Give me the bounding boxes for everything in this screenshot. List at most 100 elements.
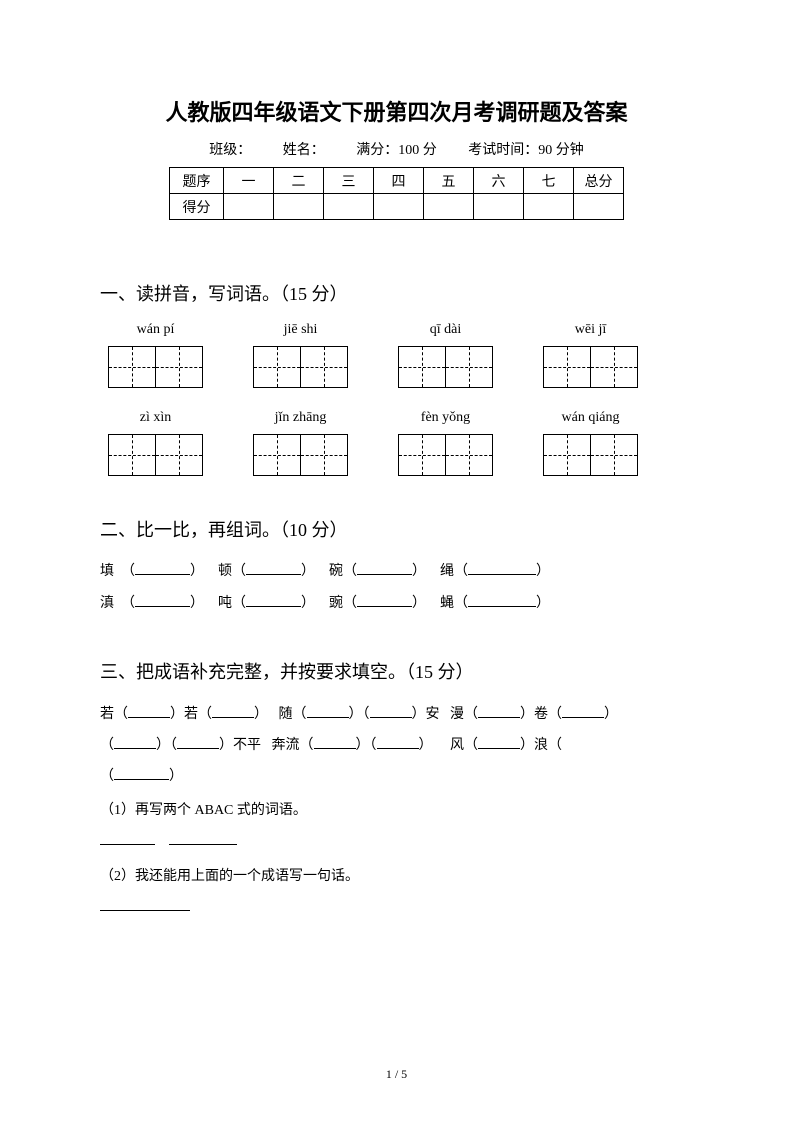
q3-heading: 三、把成语补充完整，并按要求填空。（15 分） — [100, 658, 693, 684]
table-row: 得分 — [170, 194, 624, 220]
cell — [474, 194, 524, 220]
text: ）（ — [356, 738, 377, 753]
text: ）若（ — [170, 707, 212, 722]
text: ）（ — [349, 707, 370, 722]
text: ） — [169, 769, 183, 784]
char-box-pair — [108, 346, 203, 388]
blank — [177, 735, 219, 749]
pinyin-label: zì xìn — [108, 410, 203, 426]
blank — [114, 735, 156, 749]
q2-line: 填 （） 顿（） 碗（） 绳（） — [100, 558, 693, 586]
char: 豌 — [329, 596, 343, 611]
name-label: 姓名： — [283, 143, 325, 158]
char: 顿 — [218, 564, 232, 579]
blank — [562, 704, 604, 718]
text: （ — [100, 738, 114, 753]
text: ）卷（ — [520, 707, 562, 722]
blank — [246, 561, 301, 575]
char: 吨 — [218, 596, 232, 611]
cell: 五 — [424, 168, 474, 194]
cell — [524, 194, 574, 220]
pinyin-label: wēi jī — [543, 322, 638, 338]
q2-line: 滇 （） 吨（） 豌（） 蝇（） — [100, 590, 693, 618]
char: 蝇 — [440, 596, 454, 611]
cell — [574, 194, 624, 220]
blank — [100, 831, 155, 845]
blank — [246, 593, 301, 607]
pinyin-row: wán pí jiē shi qī dài wēi jī — [108, 322, 693, 338]
cell — [274, 194, 324, 220]
blank — [468, 561, 536, 575]
blank — [377, 735, 419, 749]
blank — [100, 897, 190, 911]
char: 绳 — [440, 564, 454, 579]
cell — [324, 194, 374, 220]
char-box-pair — [398, 346, 493, 388]
fullscore-label: 满分：100 分 — [356, 143, 437, 158]
pinyin-label: wán pí — [108, 322, 203, 338]
table-row: 题序 一 二 三 四 五 六 七 总分 — [170, 168, 624, 194]
text: ） — [254, 707, 268, 722]
blank — [478, 735, 520, 749]
blank — [478, 704, 520, 718]
text: ）浪（ — [520, 738, 562, 753]
text: ） — [604, 707, 618, 722]
char-box-pair — [253, 434, 348, 476]
text: ）（ — [156, 738, 177, 753]
q2-heading: 二、比一比，再组词。（10 分） — [100, 516, 693, 542]
text: 随（ — [279, 707, 307, 722]
info-line: 班级： 姓名： 满分：100 分 考试时间：90 分钟 — [100, 139, 693, 159]
time-label: 考试时间：90 分钟 — [468, 143, 584, 158]
blank — [114, 766, 169, 780]
text: 若（ — [100, 707, 128, 722]
cell: 六 — [474, 168, 524, 194]
cell: 七 — [524, 168, 574, 194]
pinyin-row: zì xìn jǐn zhāng fèn yǒng wán qiáng — [108, 410, 693, 426]
char: 滇 — [100, 596, 114, 611]
blank — [307, 704, 349, 718]
cell — [424, 194, 474, 220]
q3-sub2: （2）我还能用上面的一个成语写一句话。 — [100, 862, 693, 893]
char: 填 — [100, 564, 114, 579]
q3-blank-line — [100, 893, 693, 924]
text: ）安 — [412, 707, 440, 722]
q1-heading: 一、读拼音，写词语。（15 分） — [100, 280, 693, 306]
cell — [224, 194, 274, 220]
text: ） — [419, 738, 433, 753]
cell: 二 — [274, 168, 324, 194]
text: 漫（ — [450, 707, 478, 722]
text: 奔流（ — [272, 738, 314, 753]
blank — [370, 704, 412, 718]
blank — [357, 593, 412, 607]
pinyin-label: fèn yǒng — [398, 410, 493, 426]
blank — [357, 561, 412, 575]
char-box-pair — [398, 434, 493, 476]
blank — [212, 704, 254, 718]
char-box-pair — [108, 434, 203, 476]
q3-line: （） — [100, 762, 693, 793]
cell: 总分 — [574, 168, 624, 194]
page-number: 1 / 5 — [0, 1067, 793, 1082]
char-box-pair — [253, 346, 348, 388]
cell: 一 — [224, 168, 274, 194]
blank — [135, 593, 190, 607]
char-box-row — [108, 434, 693, 476]
q3-line: （ ）（ ）不平 奔流（ ）（ ） 风（ ）浪（ — [100, 731, 693, 762]
blank — [128, 704, 170, 718]
text: ）不平 — [219, 738, 261, 753]
char-box-row — [108, 346, 693, 388]
cell: 四 — [374, 168, 424, 194]
score-table: 题序 一 二 三 四 五 六 七 总分 得分 — [169, 167, 624, 220]
text: 风（ — [450, 738, 478, 753]
page-title: 人教版四年级语文下册第四次月考调研题及答案 — [100, 95, 693, 127]
cell-label: 得分 — [170, 194, 224, 220]
blank — [314, 735, 356, 749]
class-label: 班级： — [209, 143, 251, 158]
char-box-pair — [543, 434, 638, 476]
q3-line: 若（ ）若（ ） 随（ ）（ ）安 漫（ ）卷（ ） — [100, 700, 693, 731]
cell — [374, 194, 424, 220]
q3-blank-line — [100, 827, 693, 858]
q3-sub1: （1）再写两个 ABAC 式的词语。 — [100, 796, 693, 827]
char-box-pair — [543, 346, 638, 388]
blank — [135, 561, 190, 575]
